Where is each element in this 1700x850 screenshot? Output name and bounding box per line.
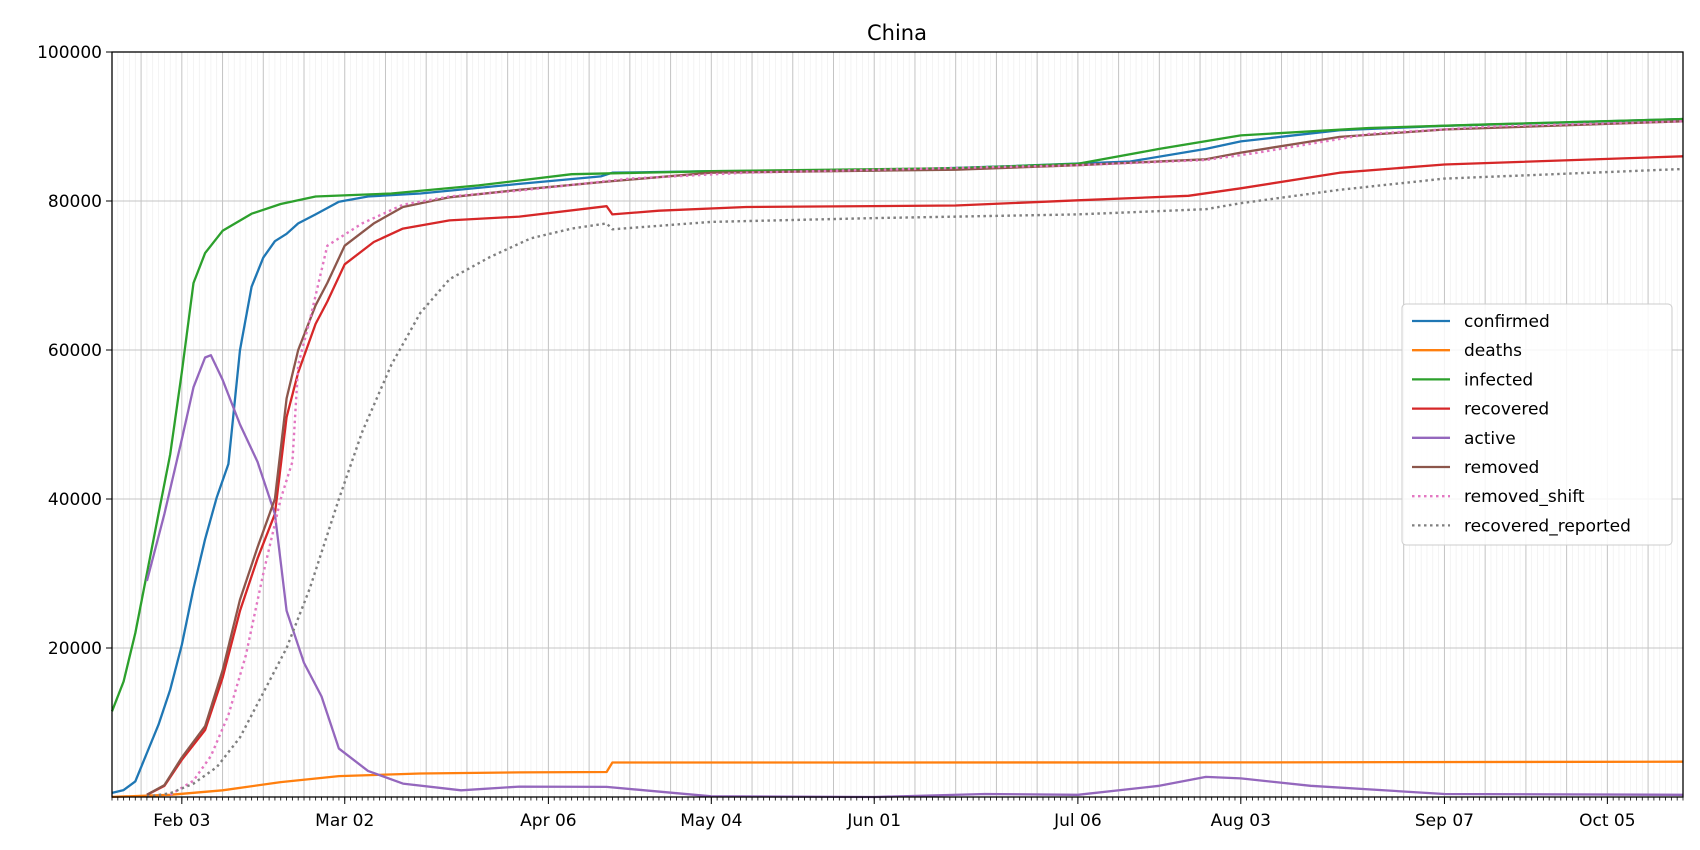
x-tick-label: Feb 03 [153, 811, 210, 831]
legend: confirmed deaths infected recovered active re… [1401, 303, 1673, 546]
series-layer [110, 117, 1684, 799]
series-line-deaths [111, 760, 1684, 799]
x-tick-label: Aug 03 [1211, 811, 1271, 831]
x-tick-label: May 04 [680, 811, 742, 831]
series-line-confirmed [111, 117, 1684, 795]
chart-title: China [867, 21, 927, 45]
y-tick-label: 100000 [37, 43, 102, 63]
y-tick-label: 40000 [48, 490, 102, 510]
legend-label: confirmed [1464, 312, 1550, 332]
legend-label: deaths [1464, 341, 1522, 361]
x-tick-label: Mar 02 [315, 811, 374, 831]
legend-label: removed_shift [1464, 487, 1585, 507]
x-tick-label: Jul 06 [1053, 811, 1102, 831]
legend-label: recovered_reported [1464, 516, 1631, 536]
series-line-recovered [146, 155, 1684, 796]
x-tick-label: Sep 07 [1415, 811, 1474, 831]
y-tick-label: 20000 [48, 639, 102, 659]
legend-box [1401, 303, 1673, 546]
legend-label: removed [1464, 458, 1539, 478]
x-tick-label: Apr 06 [520, 811, 576, 831]
axis-ticks: 20000 40000 60000 80000 100000 Feb 03 Mar 02 Ap… [37, 43, 1684, 831]
series-line-infected [110, 117, 1684, 712]
legend-label: recovered [1464, 400, 1549, 420]
legend-label: infected [1464, 370, 1533, 390]
series-line-removed-shift [169, 120, 1684, 796]
y-tick-label: 80000 [48, 192, 102, 212]
legend-label: active [1464, 429, 1516, 449]
series-line-active [145, 354, 1684, 799]
y-tick-label: 60000 [48, 341, 102, 361]
x-tick-label: Jun 01 [846, 811, 901, 831]
x-tick-label: Oct 05 [1579, 811, 1635, 831]
